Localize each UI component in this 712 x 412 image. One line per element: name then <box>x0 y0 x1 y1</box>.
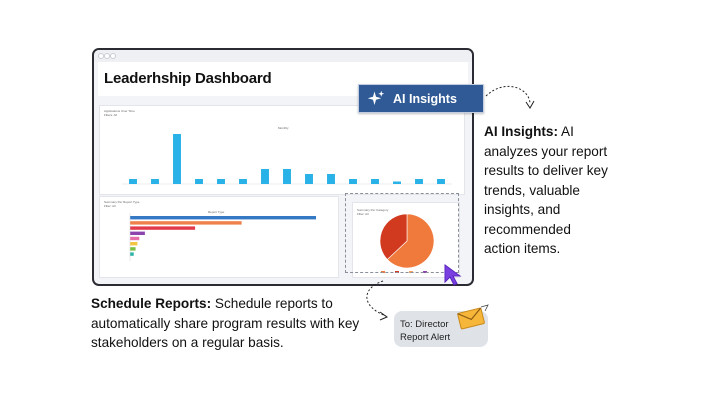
pie-slice <box>386 213 435 269</box>
bar <box>129 179 137 184</box>
hbar <box>130 252 134 256</box>
ai-callout-text: AI analyzes your report results to deliv… <box>484 124 608 256</box>
bar <box>239 179 247 184</box>
bar <box>173 134 181 184</box>
window-dot <box>98 53 104 59</box>
bar-panel-title: Applications Over Time <box>104 109 135 113</box>
ai-arrowhead <box>525 100 535 109</box>
pie-panel-title: Summary Per Category <box>357 208 389 212</box>
alert-recipient: To: Director <box>400 319 449 330</box>
bar <box>151 179 159 184</box>
dashboard-title: Leaderhship Dashboard <box>104 70 272 87</box>
bar-chart-panel[interactable]: Applications Over Time Filters: All Mont… <box>99 105 465 195</box>
pie-panel-subtitle: Filter: All <box>357 212 369 216</box>
envelope-icon <box>457 304 489 330</box>
schedule-arrowhead <box>379 311 389 321</box>
schedule-callout-heading: Schedule Reports: <box>91 296 212 311</box>
schedule-reports-callout: Schedule Reports: Schedule reports to au… <box>91 294 381 353</box>
hbar <box>130 236 140 241</box>
schedule-callout-text: Schedule reports to automatically share … <box>91 296 360 350</box>
bar <box>349 179 357 184</box>
pie-slice <box>379 213 408 260</box>
window-dot <box>104 53 110 59</box>
alert-title: Report Alert <box>400 332 451 343</box>
ai-insights-callout: AI Insights: AI analyzes your report res… <box>484 122 609 259</box>
bar <box>437 179 445 184</box>
bar <box>217 179 225 184</box>
bar-chart <box>122 134 452 185</box>
hbar-panel-subtitle: Filter: All <box>104 204 116 208</box>
hbar-chart-panel[interactable]: Summary Per Report Type Filter: All Repo… <box>99 196 339 278</box>
window-dot <box>110 53 116 59</box>
ai-insights-button[interactable]: AI Insights <box>358 84 484 113</box>
hbar <box>130 221 242 225</box>
hbar-chart <box>129 213 316 261</box>
cursor-icon <box>444 264 462 286</box>
bar <box>415 179 423 184</box>
bar <box>393 181 401 184</box>
hbar <box>130 216 316 220</box>
bar <box>283 169 291 184</box>
ai-callout-heading: AI Insights: <box>484 124 559 139</box>
bar <box>195 179 203 184</box>
ai-connector-arrow <box>485 86 531 105</box>
hbar-panel-title: Summary Per Report Type <box>104 200 140 204</box>
hbar <box>130 226 196 230</box>
bar <box>371 179 379 184</box>
window-titlebar <box>94 50 472 62</box>
sparkle-icon <box>367 90 385 105</box>
pie-chart-panel[interactable]: Summary Per Category Filter: All <box>352 202 460 278</box>
bar-panel-tag: Monthly <box>278 126 289 130</box>
ai-insights-label: AI Insights <box>393 91 457 106</box>
bar <box>327 174 335 184</box>
hbar-legend: Report Type <box>208 210 225 214</box>
hbar <box>130 247 136 251</box>
hbar <box>130 231 145 235</box>
pie-selection-outline <box>345 193 459 273</box>
bar <box>261 169 269 184</box>
hbar <box>130 242 138 246</box>
bar-panel-subtitle: Filters: All <box>104 113 118 117</box>
bar <box>305 174 313 184</box>
